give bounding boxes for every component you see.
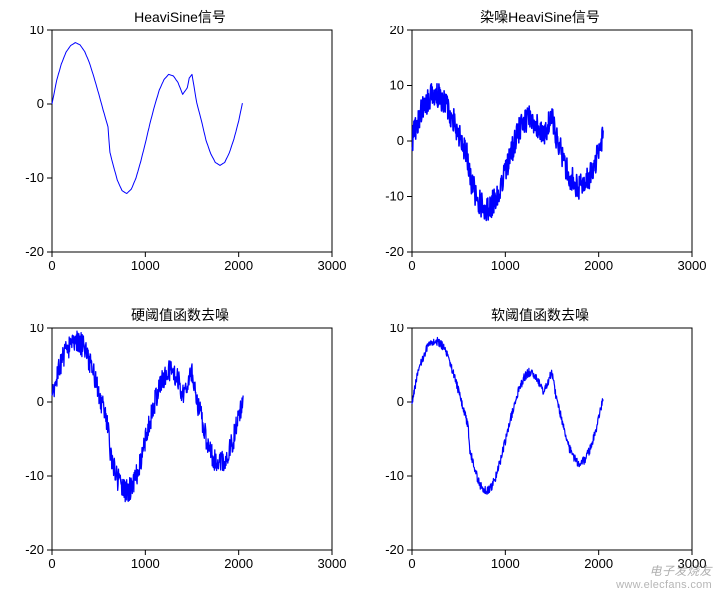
subplot-1-title: 染噪HeaviSine信号 bbox=[480, 10, 600, 24]
svg-text:3000: 3000 bbox=[678, 258, 707, 273]
svg-text:-10: -10 bbox=[385, 468, 404, 483]
svg-text:0: 0 bbox=[397, 133, 404, 148]
svg-text:1000: 1000 bbox=[491, 556, 520, 571]
subplot-2: 硬阈值函数去噪 -20 -10 0 10 0 1000 2000 3000 bbox=[0, 298, 360, 595]
subplot-3-title: 软阈值函数去噪 bbox=[491, 308, 589, 322]
svg-text:10: 10 bbox=[30, 26, 44, 37]
svg-text:-20: -20 bbox=[25, 244, 44, 259]
svg-text:10: 10 bbox=[390, 78, 404, 93]
subplot-3: 软阈值函数去噪 -20 -10 0 10 0 1000 2000 3000 bbox=[360, 298, 720, 595]
svg-text:0: 0 bbox=[37, 394, 44, 409]
subplot-0-plot: -20 -10 0 10 0 1000 2000 3000 bbox=[0, 26, 360, 298]
svg-text:10: 10 bbox=[390, 324, 404, 335]
svg-text:1000: 1000 bbox=[131, 556, 160, 571]
subplot-2-plot: -20 -10 0 10 0 1000 2000 3000 bbox=[0, 324, 360, 595]
subplot-1: 染噪HeaviSine信号 -20 -10 0 10 20 0 1000 2000 3000 bbox=[360, 0, 720, 298]
svg-text:0: 0 bbox=[397, 394, 404, 409]
subplot-2-svg: -20 -10 0 10 0 1000 2000 3000 bbox=[0, 324, 360, 590]
svg-text:-20: -20 bbox=[25, 542, 44, 557]
svg-text:0: 0 bbox=[408, 556, 415, 571]
svg-text:-10: -10 bbox=[385, 189, 404, 204]
subplot-0-title: HeaviSine信号 bbox=[134, 10, 226, 24]
subplot-1-svg: -20 -10 0 10 20 0 1000 2000 3000 bbox=[360, 26, 720, 292]
svg-text:-10: -10 bbox=[25, 170, 44, 185]
subplot-1-plot: -20 -10 0 10 20 0 1000 2000 3000 bbox=[360, 26, 720, 298]
subplot-0: HeaviSine信号 -20 -10 0 10 0 1000 2000 3000 bbox=[0, 0, 360, 298]
figure-grid: HeaviSine信号 -20-100100100020003000 染噪Hea… bbox=[0, 0, 720, 595]
svg-text:3000: 3000 bbox=[318, 556, 347, 571]
svg-text:-20: -20 bbox=[385, 542, 404, 557]
svg-text:0: 0 bbox=[408, 258, 415, 273]
svg-text:3000: 3000 bbox=[318, 258, 347, 273]
svg-text:2000: 2000 bbox=[584, 556, 613, 571]
svg-text:1000: 1000 bbox=[131, 258, 160, 273]
svg-text:-10: -10 bbox=[25, 468, 44, 483]
svg-text:-20: -20 bbox=[385, 244, 404, 259]
svg-text:2000: 2000 bbox=[224, 556, 253, 571]
svg-text:2000: 2000 bbox=[584, 258, 613, 273]
subplot-2-title: 硬阈值函数去噪 bbox=[131, 308, 229, 322]
svg-text:0: 0 bbox=[37, 96, 44, 111]
svg-text:0: 0 bbox=[48, 556, 55, 571]
subplot-3-plot: -20 -10 0 10 0 1000 2000 3000 bbox=[360, 324, 720, 595]
svg-text:3000: 3000 bbox=[678, 556, 707, 571]
svg-text:10: 10 bbox=[30, 324, 44, 335]
subplot-3-svg: -20 -10 0 10 0 1000 2000 3000 bbox=[360, 324, 720, 590]
svg-text:20: 20 bbox=[390, 26, 404, 37]
subplot-0-svg: -20 -10 0 10 0 1000 2000 3000 bbox=[0, 26, 360, 292]
svg-text:2000: 2000 bbox=[224, 258, 253, 273]
svg-text:1000: 1000 bbox=[491, 258, 520, 273]
svg-text:0: 0 bbox=[48, 258, 55, 273]
